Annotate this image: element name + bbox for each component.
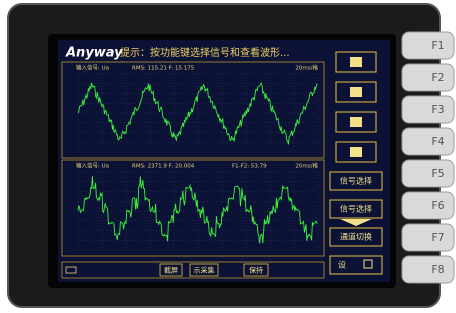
- function-key[interactable]: [402, 192, 454, 219]
- timebase-label: 20ms/格: [295, 162, 318, 170]
- brand: Anyway: [65, 46, 123, 61]
- extra-label: F1-F2: 53.79: [232, 164, 267, 170]
- function-key-label: F8: [431, 263, 444, 276]
- zoom-icon: [350, 117, 362, 127]
- zoom-icon: [350, 57, 362, 67]
- function-key[interactable]: [402, 160, 454, 187]
- signal-label: 输入信号: Ua: [76, 64, 109, 72]
- function-key[interactable]: [402, 224, 454, 251]
- function-key-label: F7: [431, 231, 444, 244]
- function-key[interactable]: [402, 128, 454, 155]
- timebase-label: 20ms/格: [295, 64, 318, 72]
- device: Anyway 提示：按功能键选择信号和查看波形... 输入信号: Ua RMS: …: [0, 0, 456, 313]
- function-key[interactable]: [402, 64, 454, 91]
- function-key-label: F3: [431, 103, 444, 116]
- function-key-label: F1: [431, 39, 444, 52]
- bottom-button-label: 截屏: [164, 266, 178, 275]
- signal-label: 输入信号: Ua: [76, 162, 109, 170]
- function-key-label: F2: [431, 71, 444, 84]
- bottom-button-label: 保持: [249, 266, 263, 275]
- hint: 提示：按功能键选择信号和查看波形...: [120, 46, 290, 59]
- function-key[interactable]: [402, 256, 454, 283]
- measure-label: RMS: 115.21 F: 15.175: [132, 66, 195, 72]
- side-button-label: 信号选择: [340, 176, 372, 186]
- side-button-label: 设: [338, 260, 346, 270]
- side-button-label: 通道切换: [340, 232, 372, 242]
- function-key[interactable]: [402, 32, 454, 59]
- function-key[interactable]: [402, 96, 454, 123]
- function-key-label: F6: [431, 199, 444, 212]
- zoom-icon: [350, 147, 362, 157]
- measure-label: RMS: 2371.9 F: 20.004: [132, 164, 195, 170]
- function-key-label: F5: [431, 167, 444, 180]
- function-key-label: F4: [431, 135, 444, 148]
- side-button-label: 信号选择: [340, 204, 372, 214]
- bottom-button-label: 示采集: [194, 266, 215, 275]
- zoom-icon: [350, 87, 362, 97]
